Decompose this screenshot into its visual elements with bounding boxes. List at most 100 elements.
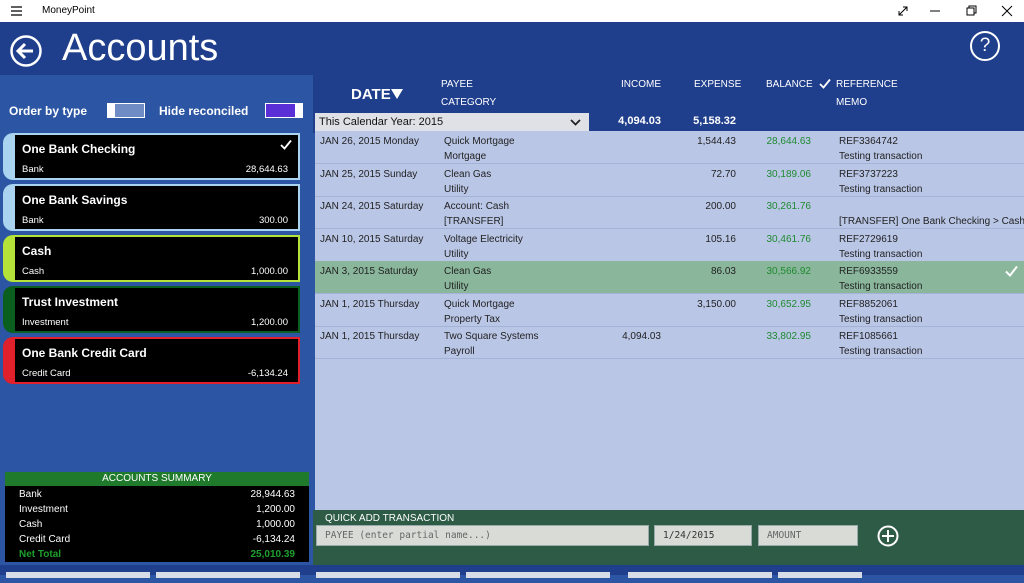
accounts-panel: Order by type Hide reconciled One Bank C… <box>0 75 313 575</box>
transaction-reference: REF3737223 <box>839 168 898 180</box>
transaction-date: JAN 1, 2015 Thursday <box>320 298 420 310</box>
account-type: Cash <box>22 266 45 277</box>
transaction-payee: Account: Cash <box>444 201 510 212</box>
app-title: MoneyPoint <box>42 5 95 16</box>
account-list: One Bank Checking Bank 28,644.63 One Bank S… <box>0 133 313 393</box>
summary-label: Credit Card <box>19 534 71 545</box>
expense-header[interactable]: EXPENSE <box>694 79 742 90</box>
period-dropdown[interactable]: This Calendar Year: 2015 <box>315 113 589 131</box>
order-by-type-label: Order by type <box>9 104 88 118</box>
transaction-row[interactable]: JAN 1, 2015 Thursday Quick Mortgage Proper… <box>315 294 1024 327</box>
account-card[interactable]: One Bank Savings Bank 300.00 <box>3 184 300 231</box>
summary-value: 1,000.00 <box>256 519 295 530</box>
transaction-memo: Testing transaction <box>839 313 923 325</box>
summary-label: Investment <box>19 504 68 515</box>
title-bar: MoneyPoint <box>0 0 1024 22</box>
transaction-expense: 1,544.43 <box>697 136 736 147</box>
account-type: Bank <box>22 164 44 175</box>
transaction-balance: 30,261.76 <box>766 201 812 212</box>
account-card[interactable]: One Bank Credit Card Credit Card -6,134.24 <box>3 337 300 384</box>
transaction-memo: [TRANSFER] One Bank Checking > Cash <box>839 216 1024 227</box>
transaction-reference: REF1085661 <box>839 331 898 342</box>
transaction-date: JAN 26, 2015 Monday <box>320 136 419 147</box>
transaction-reference: REF6933559 <box>839 266 898 277</box>
account-balance: 1,000.00 <box>251 266 288 277</box>
transaction-category: [TRANSFER] <box>444 216 504 227</box>
account-balance: 28,644.63 <box>245 164 288 175</box>
account-type: Investment <box>22 317 69 328</box>
quick-add-title: QUICK ADD TRANSACTION <box>325 513 455 524</box>
transaction-row[interactable]: JAN 3, 2015 Saturday Clean Gas Utility 86.0… <box>315 261 1024 294</box>
account-name: One Bank Savings <box>22 193 128 207</box>
transaction-memo: Testing transaction <box>839 248 923 260</box>
transaction-reference: REF8852061 <box>839 298 898 310</box>
help-button[interactable]: ? <box>970 31 1000 61</box>
income-header[interactable]: INCOME <box>621 79 661 90</box>
transaction-date: JAN 3, 2015 Saturday <box>320 266 418 277</box>
reconciled-check <box>1005 265 1018 277</box>
reference-header[interactable]: REFERENCE <box>836 79 898 90</box>
account-balance: 300.00 <box>258 215 288 226</box>
summary-row: Investment 1,200.00 <box>5 502 309 517</box>
account-name: One Bank Credit Card <box>22 346 147 360</box>
transaction-payee: Voltage Electricity <box>444 233 523 245</box>
transaction-row[interactable]: JAN 25, 2015 Sunday Clean Gas Utility 72.70… <box>315 164 1024 197</box>
reconciled-header <box>819 78 831 89</box>
period-text: This Calendar Year: 2015 <box>319 116 444 128</box>
accounts-summary: ACCOUNTS SUMMARY Bank 28,944.63 Investment… <box>5 472 309 562</box>
hide-reconciled-label: Hide reconciled <box>159 104 249 118</box>
transaction-memo: Testing transaction <box>839 346 923 357</box>
order-by-type-toggle[interactable] <box>107 103 145 118</box>
transaction-category: Utility <box>444 183 469 195</box>
summary-label: Cash <box>19 519 43 530</box>
account-card[interactable]: Cash Cash 1,000.00 <box>3 235 300 282</box>
account-card[interactable]: One Bank Checking Bank 28,644.63 <box>3 133 300 180</box>
amount-input[interactable]: AMOUNT <box>758 525 858 546</box>
account-type: Bank <box>22 215 44 226</box>
transaction-expense: 3,150.00 <box>697 298 736 310</box>
summary-label: Net Total <box>19 549 62 560</box>
income-total: 4,094.03 <box>618 115 661 127</box>
transaction-date: JAN 1, 2015 Thursday <box>320 331 420 342</box>
expense-total: 5,158.32 <box>693 115 736 127</box>
back-button[interactable] <box>9 34 43 68</box>
transaction-balance: 30,461.76 <box>766 233 812 245</box>
transaction-row[interactable]: JAN 24, 2015 Saturday Account: Cash [TRANS… <box>315 196 1024 229</box>
add-button[interactable] <box>877 525 899 547</box>
transaction-row[interactable]: JAN 1, 2015 Thursday Two Square Systems Pa… <box>315 326 1024 359</box>
transaction-balance: 33,802.95 <box>766 331 812 342</box>
balance-header[interactable]: BALANCE <box>766 79 813 90</box>
transaction-memo: Testing transaction <box>839 151 923 162</box>
bottom-bar <box>0 565 1024 578</box>
payee-input[interactable]: PAYEE (enter partial name...) <box>316 525 649 546</box>
column-header: DATE PAYEE CATEGORY INCOME EXPENSE BALAN… <box>313 75 1024 133</box>
payee-header[interactable]: PAYEE <box>441 79 473 90</box>
summary-label: Bank <box>19 489 42 500</box>
transaction-list: JAN 26, 2015 Monday Quick Mortgage Mortgag… <box>315 131 1024 510</box>
transaction-income: 4,094.03 <box>622 331 661 342</box>
transaction-payee: Quick Mortgage <box>444 136 515 147</box>
date-input[interactable]: 1/24/2015 <box>654 525 752 546</box>
summary-title: ACCOUNTS SUMMARY <box>5 472 309 486</box>
summary-value: 1,200.00 <box>256 504 295 515</box>
transaction-row[interactable]: JAN 26, 2015 Monday Quick Mortgage Mortgag… <box>315 131 1024 164</box>
transaction-balance: 30,189.06 <box>766 168 812 180</box>
quick-add-panel: QUICK ADD TRANSACTION PAYEE (enter parti… <box>313 510 1024 565</box>
summary-row: Net Total 25,010.39 <box>5 547 309 562</box>
transaction-category: Property Tax <box>444 313 500 325</box>
category-header[interactable]: CATEGORY <box>441 97 497 108</box>
transaction-expense: 72.70 <box>710 168 736 180</box>
transaction-category: Payroll <box>444 346 475 357</box>
memo-header[interactable]: MEMO <box>836 97 868 108</box>
date-column-header[interactable]: DATE <box>351 86 391 103</box>
menu-button[interactable] <box>10 5 24 17</box>
transaction-row[interactable]: JAN 10, 2015 Saturday Voltage Electricity… <box>315 229 1024 262</box>
transaction-balance: 28,644.63 <box>766 136 812 147</box>
summary-row: Bank 28,944.63 <box>5 487 309 502</box>
transaction-date: JAN 24, 2015 Saturday <box>320 201 424 212</box>
hide-reconciled-toggle[interactable] <box>265 103 303 118</box>
account-card[interactable]: Trust Investment Investment 1,200.00 <box>3 286 300 333</box>
summary-value: 25,010.39 <box>250 549 296 560</box>
window-controls[interactable] <box>895 4 1015 18</box>
